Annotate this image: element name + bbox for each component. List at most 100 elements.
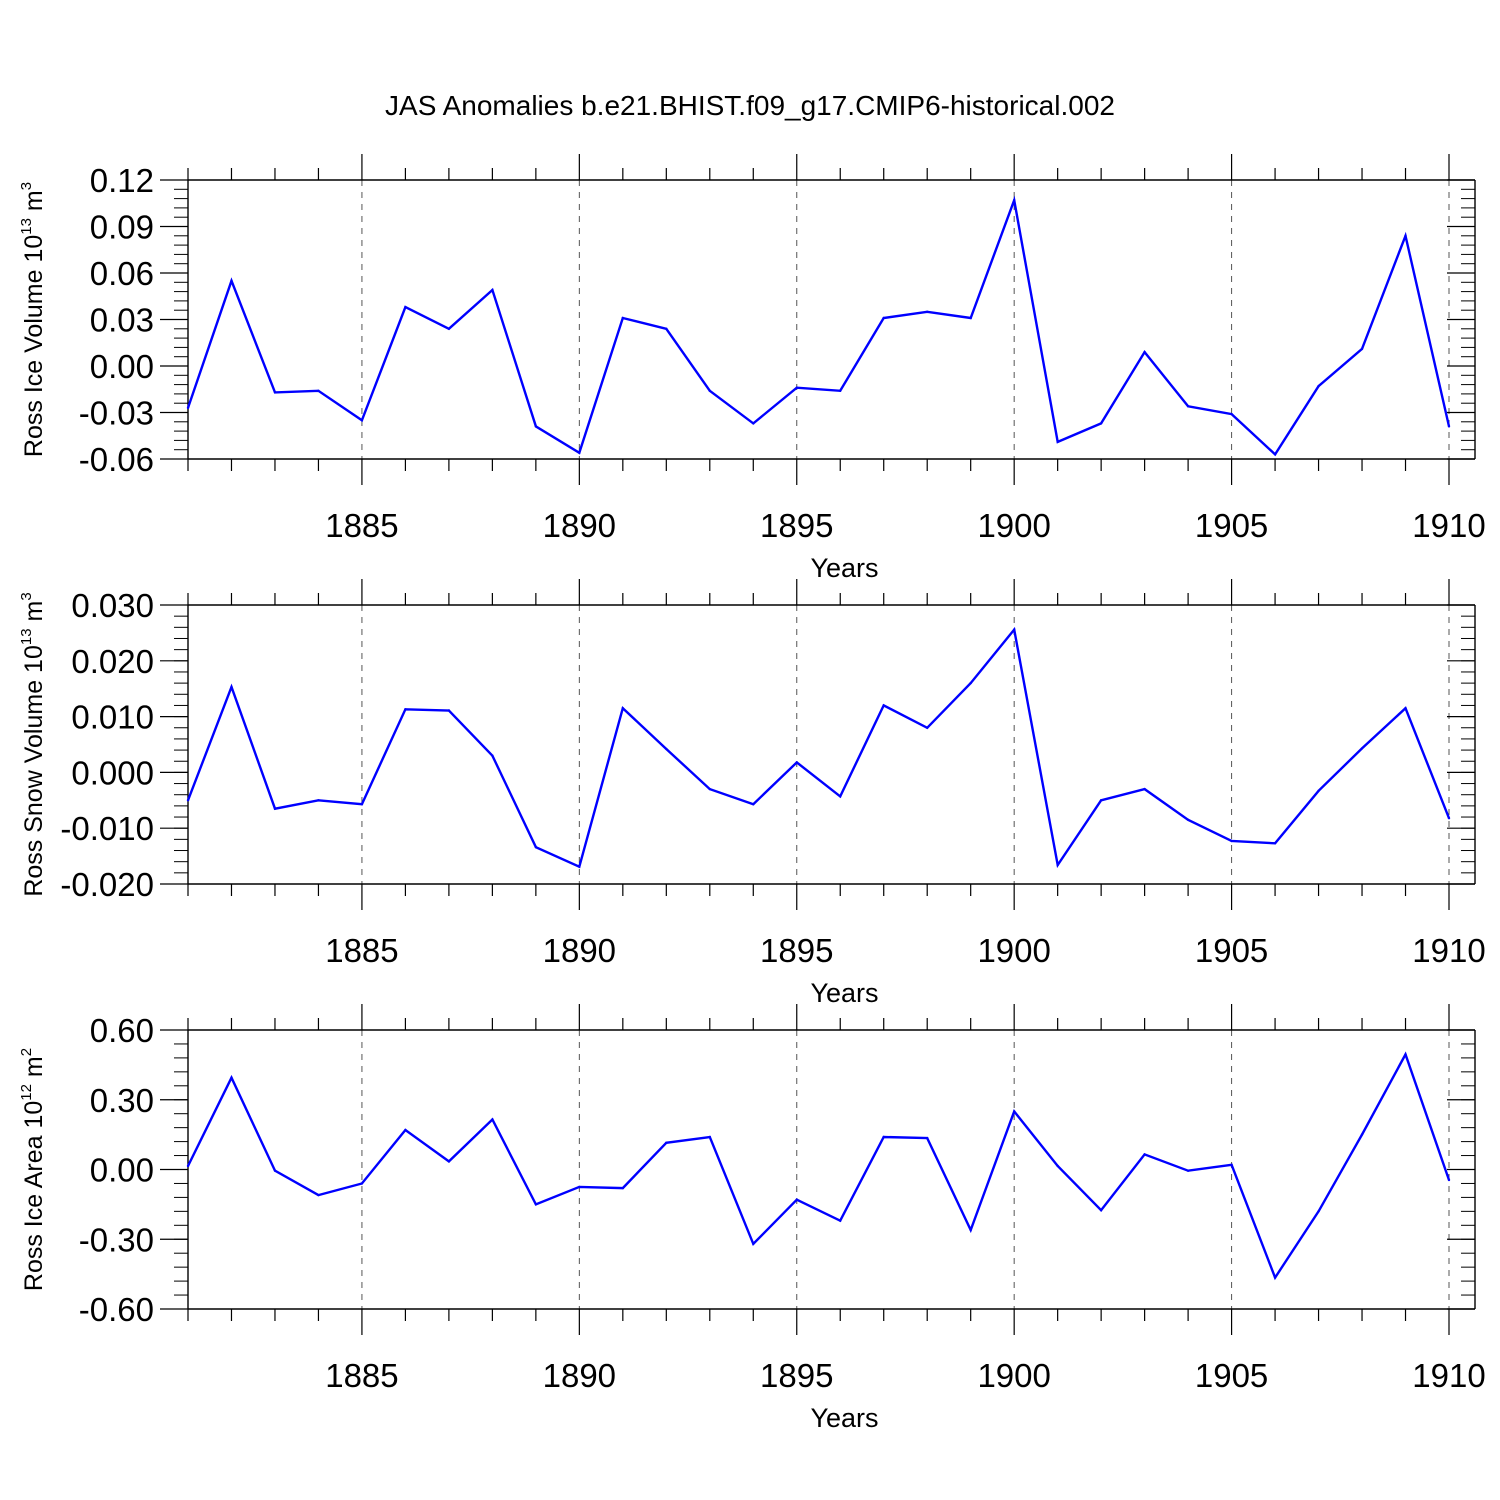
y-tick-label: -0.06 bbox=[79, 441, 154, 478]
y-axis-label: Ross Ice Area 1012 m2 bbox=[18, 1048, 48, 1291]
data-point bbox=[882, 316, 885, 320]
x-tick-label: 1895 bbox=[760, 507, 833, 544]
x-tick-label: 1895 bbox=[760, 1357, 833, 1394]
y-tick-label: 0.010 bbox=[71, 699, 154, 736]
data-point bbox=[1013, 628, 1016, 631]
data-point bbox=[578, 865, 581, 868]
x-tick-label: 1890 bbox=[543, 1357, 616, 1394]
data-point bbox=[491, 1118, 494, 1121]
data-point bbox=[447, 327, 451, 330]
x-tick-label: 1910 bbox=[1412, 932, 1485, 969]
y-tick-label: 0.03 bbox=[90, 302, 154, 339]
data-point bbox=[186, 799, 190, 802]
y-tick-label: 0.12 bbox=[90, 162, 154, 199]
series-line-1 bbox=[186, 195, 1451, 457]
data-point bbox=[1273, 842, 1277, 845]
data-point bbox=[752, 803, 755, 806]
y-tick-label: -0.020 bbox=[60, 866, 154, 903]
series-line-1 bbox=[186, 626, 1451, 869]
data-point bbox=[317, 389, 320, 392]
y-tick-label: -0.010 bbox=[60, 810, 154, 847]
y-tick-label: 0.00 bbox=[90, 1152, 154, 1189]
data-point bbox=[708, 787, 711, 791]
data-point bbox=[273, 391, 277, 394]
x-tick-label: 1905 bbox=[1195, 1357, 1268, 1394]
y-tick-label: 0.60 bbox=[90, 1012, 154, 1049]
data-point bbox=[1143, 350, 1146, 354]
x-tick-label: 1900 bbox=[977, 507, 1050, 544]
data-point bbox=[1013, 199, 1016, 202]
y-tick-label: 0.30 bbox=[90, 1082, 154, 1119]
y-tick-label: 0.030 bbox=[71, 587, 154, 624]
data-point bbox=[1360, 347, 1364, 351]
data-point bbox=[1186, 1169, 1190, 1172]
data-point bbox=[839, 1219, 842, 1222]
data-point bbox=[1143, 1153, 1146, 1156]
y-tick-label: -0.30 bbox=[79, 1221, 154, 1258]
x-tick-label: 1885 bbox=[325, 1357, 398, 1394]
data-point bbox=[1273, 1276, 1277, 1279]
x-axis-label: Years bbox=[810, 553, 878, 583]
data-point bbox=[1404, 707, 1407, 710]
x-tick-label: 1910 bbox=[1412, 1357, 1485, 1394]
data-point bbox=[1360, 1133, 1364, 1136]
data-point bbox=[665, 327, 668, 330]
data-point bbox=[882, 704, 885, 707]
data-point bbox=[404, 1128, 407, 1132]
data-point bbox=[1230, 1163, 1233, 1167]
x-tick-label: 1900 bbox=[977, 1357, 1050, 1394]
data-point bbox=[534, 1203, 538, 1206]
data-point bbox=[360, 803, 364, 806]
panel-2: -0.020 -0.010 0.000 0.010 0.020 0.030 1885 1890… bbox=[18, 579, 1486, 1008]
data-point bbox=[839, 795, 842, 798]
x-axis-label: Years bbox=[810, 978, 878, 1008]
data-point bbox=[447, 709, 451, 712]
data-point bbox=[1056, 1164, 1059, 1168]
data-point bbox=[404, 305, 407, 309]
data-point bbox=[1013, 1110, 1016, 1113]
data-point bbox=[230, 685, 233, 689]
y-tick-label: 0.000 bbox=[71, 754, 154, 791]
panel-1: -0.06 -0.03 0.00 0.03 0.06 0.09 0.12 1885 1890 18… bbox=[18, 154, 1486, 583]
data-point bbox=[1404, 1053, 1407, 1056]
data-point bbox=[969, 1228, 972, 1232]
data-point bbox=[1099, 422, 1103, 425]
data-point bbox=[621, 316, 624, 320]
y-tick-label: 0.09 bbox=[90, 209, 154, 246]
x-tick-label: 1910 bbox=[1412, 507, 1485, 544]
data-point bbox=[969, 681, 972, 685]
data-point bbox=[795, 386, 798, 389]
data-point bbox=[1360, 747, 1364, 750]
data-point bbox=[230, 1076, 233, 1079]
data-point bbox=[969, 316, 972, 320]
data-point bbox=[1273, 453, 1277, 456]
data-point bbox=[882, 1135, 885, 1139]
data-point bbox=[404, 708, 407, 711]
y-axis-label: Ross Ice Volume 1013 m3 bbox=[18, 182, 48, 457]
data-point bbox=[839, 389, 842, 392]
data-point bbox=[360, 419, 364, 422]
data-point bbox=[621, 707, 624, 710]
data-point bbox=[795, 1198, 798, 1201]
figure-title: JAS Anomalies b.e21.BHIST.f09_g17.CMIP6-… bbox=[385, 90, 1115, 121]
data-point bbox=[186, 1164, 190, 1168]
y-tick-label: 0.06 bbox=[90, 255, 154, 292]
data-point bbox=[1447, 425, 1451, 428]
data-point bbox=[926, 310, 929, 313]
data-point bbox=[534, 846, 538, 849]
data-point bbox=[447, 1160, 451, 1163]
data-point bbox=[1230, 839, 1233, 843]
y-tick-label: -0.03 bbox=[79, 395, 154, 432]
data-point bbox=[1447, 817, 1451, 820]
data-point bbox=[926, 726, 929, 729]
y-tick-label: 0.020 bbox=[71, 643, 154, 680]
x-tick-label: 1900 bbox=[977, 932, 1050, 969]
x-tick-label: 1885 bbox=[325, 932, 398, 969]
data-point bbox=[273, 1169, 277, 1172]
data-point bbox=[1447, 1178, 1451, 1182]
data-point bbox=[926, 1136, 929, 1140]
x-tick-label: 1885 bbox=[325, 507, 398, 544]
x-tick-label: 1895 bbox=[760, 932, 833, 969]
data-point bbox=[1317, 384, 1320, 388]
